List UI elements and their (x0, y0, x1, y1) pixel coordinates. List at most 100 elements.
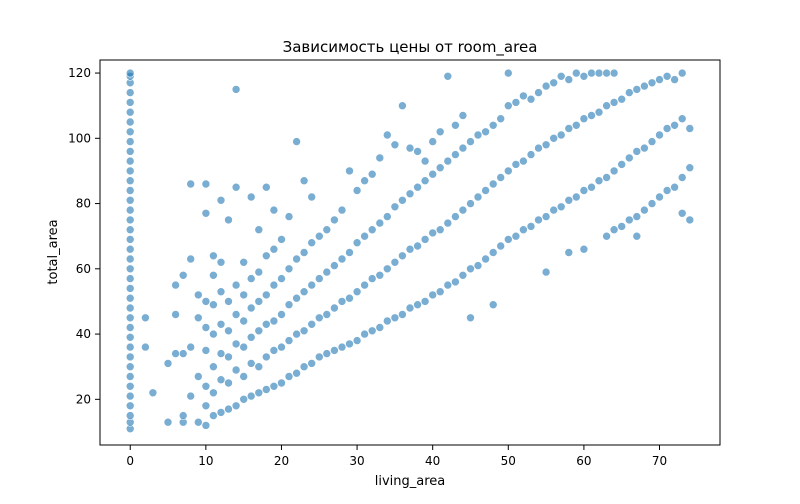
data-point (125, 401, 135, 411)
data-point (390, 313, 400, 323)
data-point (624, 215, 634, 225)
x-tick-label: 10 (198, 454, 213, 468)
data-point (662, 186, 672, 195)
data-point (125, 88, 135, 97)
data-point (579, 186, 589, 195)
data-point (617, 222, 627, 231)
data-point (655, 130, 664, 140)
data-point (125, 362, 135, 372)
x-tick-label: 60 (576, 454, 591, 468)
data-point (587, 182, 596, 192)
data-point (125, 147, 135, 156)
data-point (261, 182, 271, 192)
data-point (216, 408, 226, 417)
data-point (284, 264, 294, 274)
data-point (435, 225, 445, 234)
data-point (269, 205, 279, 215)
data-point (201, 209, 211, 218)
data-point (647, 137, 657, 146)
data-point (352, 336, 362, 345)
data-point (466, 264, 475, 274)
data-point (231, 85, 241, 94)
data-point (125, 235, 135, 244)
data-point (254, 267, 264, 277)
data-point (277, 310, 286, 319)
data-point (314, 352, 324, 362)
data-point (617, 160, 627, 169)
y-axis-ticks: 20 40 60 80 100 120 (68, 66, 100, 406)
data-point (209, 411, 218, 420)
data-point (541, 267, 551, 277)
data-point (194, 290, 203, 300)
data-point (330, 303, 339, 313)
data-point (587, 111, 596, 120)
data-point (125, 137, 135, 146)
data-point (201, 297, 211, 306)
data-point (360, 329, 369, 339)
data-point (367, 326, 377, 336)
data-point (201, 401, 211, 411)
data-point (261, 251, 271, 261)
data-point (662, 72, 672, 81)
data-point (292, 329, 301, 339)
data-point (216, 257, 226, 267)
data-point (186, 179, 195, 189)
data-point (458, 205, 468, 215)
data-point (526, 222, 536, 231)
data-point (571, 192, 581, 202)
data-point (261, 319, 271, 329)
data-point (125, 176, 135, 185)
data-point (171, 349, 180, 358)
data-point (125, 107, 135, 117)
data-point (405, 244, 415, 254)
data-point (224, 326, 233, 336)
data-point (420, 156, 430, 166)
y-tick-label: 60 (76, 262, 91, 276)
data-point (216, 287, 226, 297)
data-point (246, 391, 256, 401)
data-point (201, 421, 211, 430)
data-point (617, 94, 627, 104)
data-point (428, 290, 438, 300)
data-point (231, 401, 241, 411)
data-point (541, 212, 551, 221)
data-point (413, 147, 422, 156)
data-point (125, 205, 135, 215)
data-point (443, 156, 453, 166)
data-point (284, 212, 294, 221)
data-point (148, 388, 158, 398)
data-point (405, 143, 415, 153)
data-point (677, 173, 687, 182)
data-point (609, 98, 619, 107)
data-point (451, 277, 460, 287)
data-point (125, 391, 135, 401)
data-point (390, 202, 400, 212)
data-point (292, 293, 301, 303)
data-point (519, 225, 528, 234)
data-point (216, 375, 226, 385)
data-point (314, 274, 324, 283)
data-point (640, 81, 649, 91)
data-point (466, 313, 475, 323)
data-point (231, 182, 241, 192)
data-point (632, 212, 642, 221)
data-point (125, 303, 135, 313)
data-point (125, 264, 135, 274)
data-point (125, 117, 135, 127)
data-point (579, 244, 589, 254)
data-point (292, 254, 301, 264)
data-point (141, 342, 150, 352)
data-point (481, 186, 490, 195)
data-point (307, 192, 317, 202)
data-point (375, 323, 385, 332)
data-point (458, 111, 468, 120)
data-point (571, 68, 581, 78)
data-point (549, 205, 559, 215)
data-point (496, 114, 506, 123)
y-tick-label: 120 (68, 66, 91, 80)
data-point (428, 228, 438, 238)
data-point (640, 205, 649, 215)
data-point (413, 241, 422, 251)
data-point (624, 88, 634, 97)
